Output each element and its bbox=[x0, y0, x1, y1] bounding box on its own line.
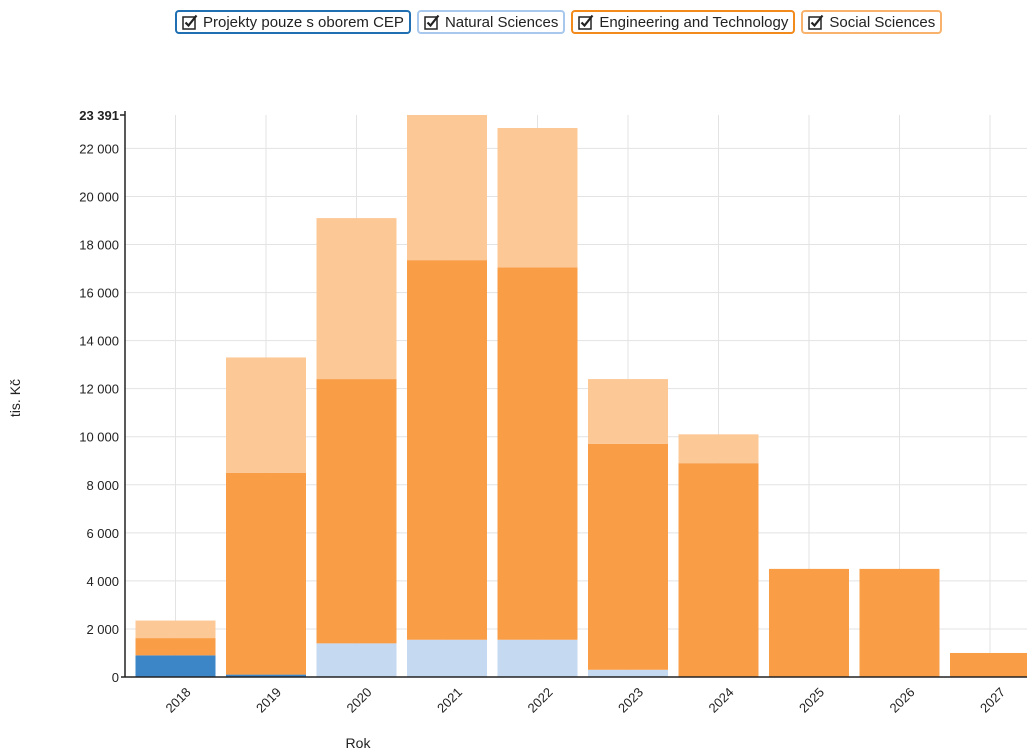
bar-segment-2019-s0 bbox=[226, 674, 306, 677]
legend-label: Social Sciences bbox=[829, 13, 936, 31]
checkbox-checked-icon[interactable] bbox=[424, 14, 440, 30]
bar-segment-2025-s2 bbox=[769, 568, 849, 677]
y-tick-label: 10 000 bbox=[79, 430, 119, 445]
bar-segment-2020-s2 bbox=[316, 379, 397, 644]
bar-segment-2018-s3 bbox=[135, 620, 216, 639]
x-tick-label: 2027 bbox=[977, 685, 1008, 716]
checkbox-checked-icon[interactable] bbox=[182, 14, 198, 30]
bar-segment-2022-s2 bbox=[497, 267, 578, 640]
y-tick-label: 12 000 bbox=[79, 382, 119, 397]
bar-segment-2021-s2 bbox=[407, 260, 487, 640]
y-tick-label: 4 000 bbox=[86, 574, 119, 589]
bar-segment-2024-s2 bbox=[678, 463, 759, 677]
y-tick-label: 8 000 bbox=[86, 478, 119, 493]
y-axis-title: tis. Kč bbox=[7, 379, 23, 417]
legend: Projekty pouze s oborem CEP Natural Scie… bbox=[175, 10, 943, 34]
x-tick-label: 2026 bbox=[887, 685, 918, 716]
legend-label: Projekty pouze s oborem CEP bbox=[203, 13, 404, 31]
x-tick-label: 2023 bbox=[615, 685, 646, 716]
bar-segment-2022-s1 bbox=[497, 639, 578, 677]
x-axis-title: Rok bbox=[346, 735, 372, 751]
bar-segment-2023-s2 bbox=[588, 443, 668, 670]
checkbox-checked-icon[interactable] bbox=[578, 14, 594, 30]
x-tick-label: 2018 bbox=[163, 685, 194, 716]
bar-segment-2019-s2 bbox=[226, 472, 306, 675]
x-tick-label: 2019 bbox=[253, 685, 284, 716]
bar-segment-2024-s3 bbox=[678, 434, 759, 464]
y-tick-label: 18 000 bbox=[79, 238, 119, 253]
x-tick-label: 2025 bbox=[796, 685, 827, 716]
bar-segment-2026-s2 bbox=[859, 568, 940, 677]
y-tick-label: 16 000 bbox=[79, 286, 119, 301]
chart-bars bbox=[135, 115, 1027, 677]
legend-item-natural-sciences[interactable]: Natural Sciences bbox=[416, 10, 566, 34]
y-tick-label: 0 bbox=[112, 670, 119, 685]
chart-axes bbox=[120, 111, 1027, 678]
bar-segment-2021-s3 bbox=[407, 115, 487, 261]
bar-segment-2020-s3 bbox=[316, 218, 397, 380]
bar-segment-2021-s1 bbox=[407, 639, 487, 677]
y-tick-label: 14 000 bbox=[79, 334, 119, 349]
legend-label: Engineering and Technology bbox=[599, 13, 789, 31]
legend-item-engineering[interactable]: Engineering and Technology bbox=[571, 10, 796, 34]
y-tick-label: 20 000 bbox=[79, 189, 119, 204]
x-tick-label: 2022 bbox=[525, 685, 556, 716]
bar-segment-2022-s3 bbox=[497, 127, 578, 268]
bar-segment-2018-s2 bbox=[135, 638, 216, 656]
x-tick-label: 2024 bbox=[706, 685, 737, 716]
legend-label: Natural Sciences bbox=[444, 13, 559, 31]
y-tick-label: 6 000 bbox=[86, 526, 119, 541]
bar-segment-2023-s3 bbox=[588, 379, 668, 444]
bar-segment-2023-s1 bbox=[588, 669, 668, 677]
y-tick-label: 22 000 bbox=[79, 141, 119, 156]
y-tick-label-max: 23 391 bbox=[79, 108, 119, 123]
legend-item-social-sciences[interactable]: Social Sciences bbox=[801, 10, 943, 34]
x-tick-label: 2020 bbox=[344, 685, 375, 716]
y-tick-label: 2 000 bbox=[86, 622, 119, 637]
bar-segment-2018-s0 bbox=[135, 655, 216, 677]
bar-segment-2027-s2 bbox=[950, 652, 1027, 677]
legend-item-cep[interactable]: Projekty pouze s oborem CEP bbox=[175, 10, 411, 34]
bar-segment-2020-s1 bbox=[316, 643, 397, 677]
bar-segment-2019-s3 bbox=[226, 357, 306, 473]
checkbox-checked-icon[interactable] bbox=[808, 14, 824, 30]
x-tick-label: 2021 bbox=[434, 685, 465, 716]
